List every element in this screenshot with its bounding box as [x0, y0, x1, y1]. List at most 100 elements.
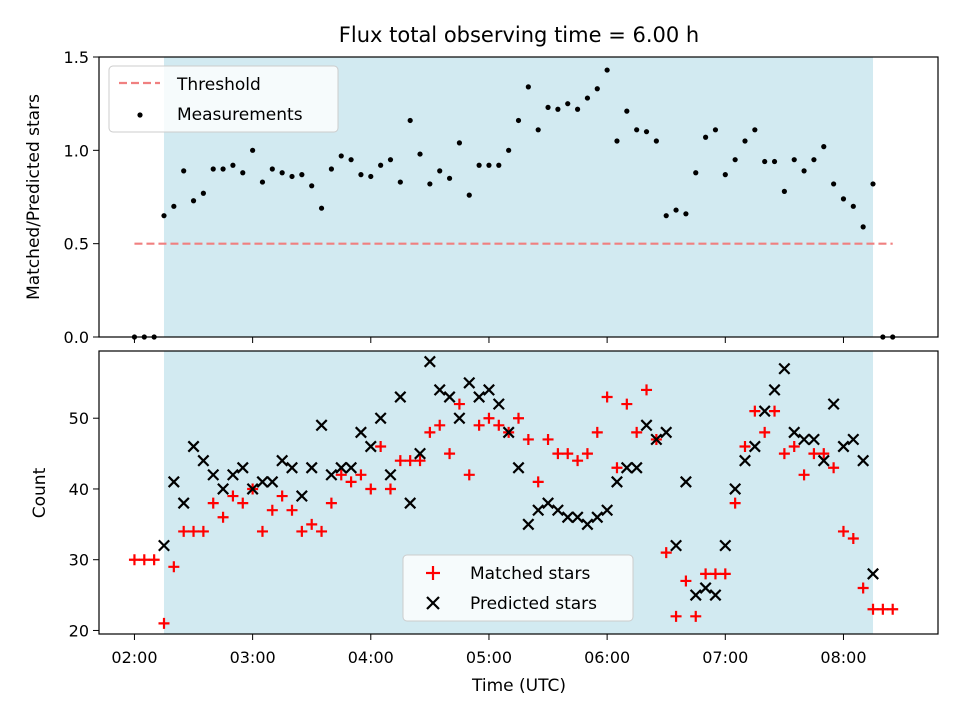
predicted-star-marker [364, 440, 377, 453]
matched-stars-points [128, 384, 899, 629]
matched-star-marker [197, 525, 209, 537]
measurement-point [328, 166, 334, 172]
predicted-star-marker [374, 412, 387, 425]
matched-star-marker [709, 568, 721, 580]
time-x-tick-label: 08:00 [820, 648, 866, 667]
predicted-star-marker [207, 468, 220, 481]
measurement-point [427, 181, 433, 187]
predicted-star-marker [325, 468, 338, 481]
measurement-point [525, 84, 531, 90]
matched-star-marker [778, 448, 790, 460]
predicted-star-marker [719, 539, 732, 552]
predicted-star-marker [591, 511, 604, 524]
matched-star-marker [837, 525, 849, 537]
matched-star-marker [680, 575, 692, 587]
measurement-point [318, 205, 325, 211]
matched-star-marker [877, 603, 889, 615]
measurement-point [299, 172, 305, 178]
predicted-star-marker [709, 589, 722, 602]
measurement-point [683, 211, 689, 217]
measurement-point [230, 162, 236, 168]
measurement-point [821, 144, 827, 150]
matched-star-marker [463, 469, 475, 481]
predicted-star-marker [807, 433, 820, 446]
predicted-star-marker [827, 398, 840, 411]
predicted-star-marker [246, 482, 259, 495]
matched-star-marker [188, 525, 200, 537]
matched-star-marker [128, 554, 140, 566]
predicted-star-marker [453, 412, 466, 425]
predicted-star-marker [610, 475, 623, 488]
predicted-star-marker [660, 426, 673, 439]
measurement-point [240, 170, 246, 176]
matched-star-marker [434, 419, 446, 431]
ratio-y-ticks: 0.0 0.5 1.0 1.5 [64, 48, 99, 347]
predicted-star-marker [867, 567, 879, 580]
matched-star-marker [394, 455, 406, 467]
matched-star-marker [542, 433, 554, 445]
predicted-star-marker [433, 383, 446, 396]
predicted-star-marker [739, 454, 751, 467]
predicted-star-marker [492, 398, 505, 411]
matched-star-marker [365, 483, 377, 495]
matched-star-marker [355, 469, 367, 481]
matched-star-marker [759, 426, 771, 438]
matched-star-marker [660, 547, 672, 559]
predicted-star-marker [650, 433, 663, 446]
predicted-star-marker [266, 475, 279, 488]
predicted-star-marker [345, 461, 358, 474]
measurement-point [466, 192, 472, 198]
matched-star-marker [532, 476, 544, 488]
predicted-star-marker [837, 440, 850, 453]
matched-star-marker [316, 525, 328, 537]
matched-star-marker [719, 568, 731, 580]
matched-star-marker [168, 561, 180, 573]
matched-star-marker [739, 441, 751, 453]
measurement-point [446, 175, 453, 181]
measurement-point [643, 129, 650, 135]
measurement-point [811, 157, 817, 163]
matched-star-marker [473, 419, 485, 431]
time-x-tick-label: 05:00 [466, 648, 512, 667]
matched-star-marker [749, 405, 761, 417]
predicted-star-marker [817, 454, 830, 467]
chart-title: Flux total observing time = 6.00 h [339, 23, 699, 47]
matched-star-marker [581, 448, 593, 460]
measurement-point [338, 153, 344, 159]
matched-star-marker [690, 610, 702, 622]
measurement-point [870, 181, 876, 187]
measurement-point [604, 67, 610, 73]
measurement-point [437, 168, 443, 174]
measurements-legend-label: Measurements [177, 105, 303, 125]
predicted-star-marker [561, 511, 574, 524]
measurement-point [210, 166, 216, 172]
measurement-point [309, 183, 315, 189]
predicted-star-marker [522, 518, 535, 531]
measurement-point [181, 168, 187, 174]
predicted-star-marker [847, 433, 860, 446]
predicted-star-marker [857, 454, 870, 467]
matched-star-marker [798, 469, 810, 481]
measurement-point [368, 173, 374, 180]
predicted-star-marker [798, 433, 811, 446]
measurement-point [545, 104, 551, 110]
measurement-point [397, 179, 403, 185]
matched-legend-swatch [426, 566, 440, 580]
matched-star-marker [276, 490, 288, 502]
measurement-point [594, 86, 600, 92]
predicted-star-marker [601, 504, 614, 517]
predicted-stars-points [158, 355, 879, 602]
measurements-legend-swatch [137, 112, 143, 118]
predicted-star-marker [226, 468, 239, 481]
measurement-point [574, 106, 581, 112]
matched-star-marker [513, 412, 524, 424]
measurement-point [584, 95, 591, 101]
predicted-star-marker [187, 440, 200, 453]
measurement-point [259, 179, 266, 185]
matched-star-marker [562, 448, 574, 460]
predicted-star-marker [788, 426, 801, 439]
threshold-legend-label: Threshold [176, 75, 261, 95]
matched-star-marker [867, 603, 879, 615]
ratio-y-axis-label: Matched/Predicted stars [24, 94, 44, 300]
matched-star-marker [483, 412, 495, 424]
